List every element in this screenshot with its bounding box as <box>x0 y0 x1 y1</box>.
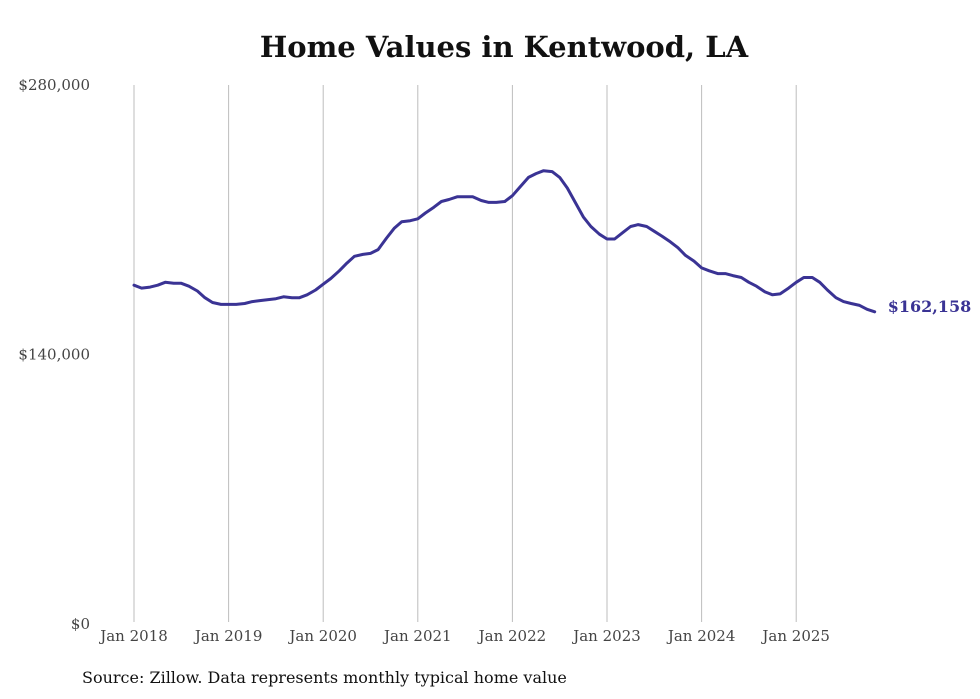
y-tick-label: $0 <box>71 615 90 633</box>
x-tick-label: Jan 2022 <box>477 627 547 645</box>
chart-title: Home Values in Kentwood, LA <box>259 30 749 64</box>
chart-source-note: Source: Zillow. Data represents monthly … <box>82 668 567 687</box>
x-tick-label: Jan 2018 <box>98 627 168 645</box>
x-tick-label: Jan 2025 <box>760 627 830 645</box>
y-tick-label: $140,000 <box>18 346 90 364</box>
x-tick-label: Jan 2020 <box>287 627 357 645</box>
series-line <box>132 169 877 314</box>
y-tick-label: $280,000 <box>18 76 90 94</box>
x-tick-label: Jan 2021 <box>382 627 452 645</box>
end-value-label: $162,158 <box>888 297 972 316</box>
y-axis-ticks: $0 $140,000 $280,000 <box>18 76 90 633</box>
x-tick-label: Jan 2019 <box>193 627 263 645</box>
series-layer: $162,158 <box>132 169 972 316</box>
x-tick-label: Jan 2023 <box>571 627 641 645</box>
gridlines <box>133 85 797 622</box>
x-axis-ticks: Jan 2018 Jan 2019 Jan 2020 Jan 2021 Jan 2022… <box>98 627 830 645</box>
x-tick-label: Jan 2024 <box>666 627 736 645</box>
